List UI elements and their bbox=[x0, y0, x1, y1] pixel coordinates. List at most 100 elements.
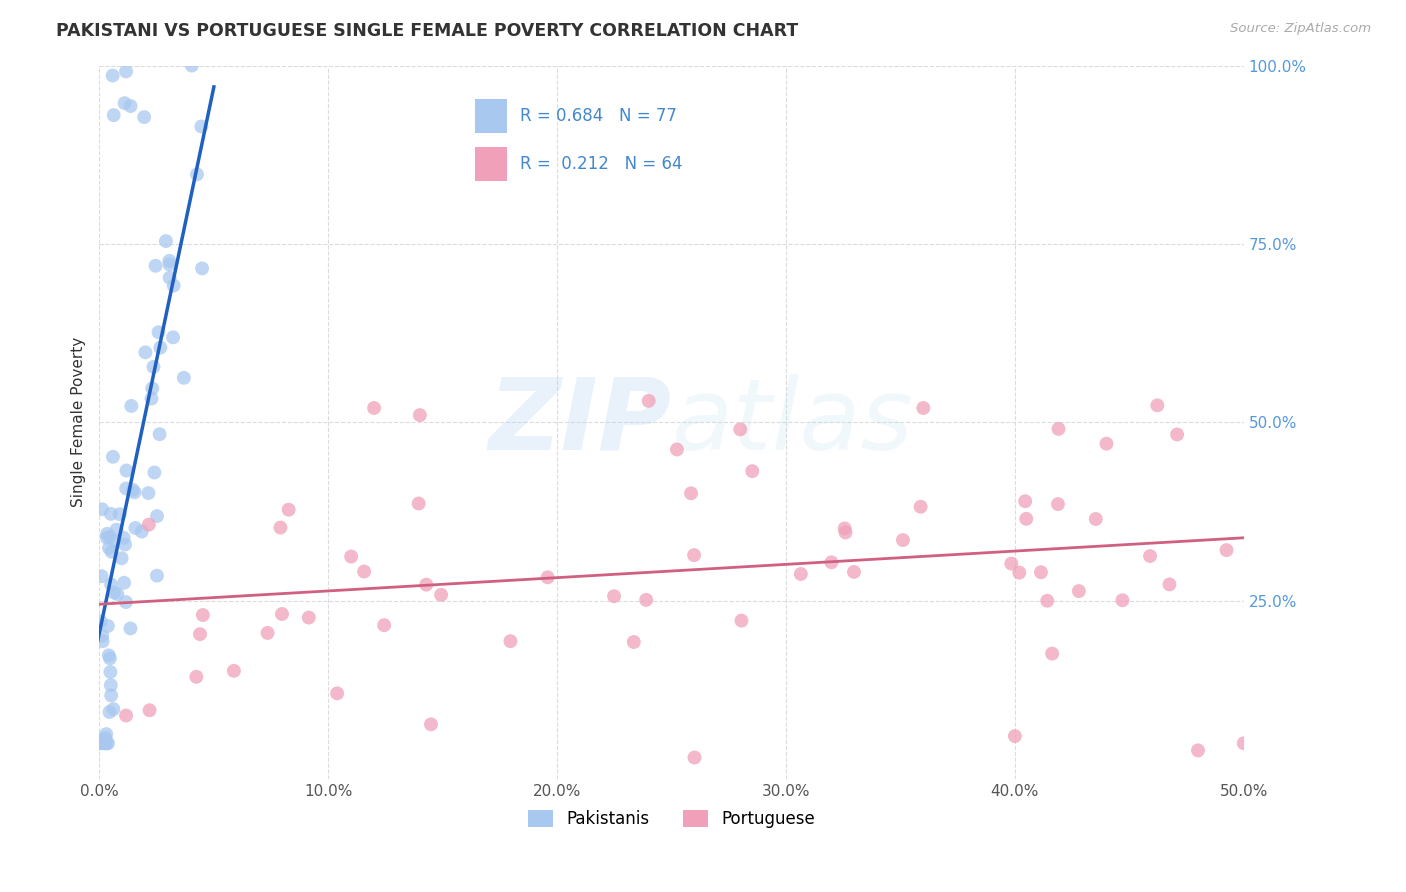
Point bbox=[834, 525, 856, 540]
Point bbox=[103, 533, 125, 548]
Point bbox=[100, 689, 122, 703]
Point bbox=[408, 496, 430, 510]
Point bbox=[143, 466, 166, 480]
Point bbox=[1159, 577, 1181, 591]
Point bbox=[114, 537, 136, 551]
Point bbox=[499, 634, 522, 648]
Point bbox=[681, 486, 703, 500]
Point bbox=[1084, 512, 1107, 526]
Point bbox=[1029, 566, 1052, 580]
Point bbox=[97, 648, 120, 663]
Point bbox=[537, 570, 560, 584]
Point bbox=[340, 549, 363, 564]
Point bbox=[134, 110, 156, 124]
Point bbox=[103, 702, 125, 716]
Point bbox=[409, 408, 432, 422]
Point bbox=[1014, 494, 1036, 508]
Point bbox=[665, 442, 688, 457]
Point bbox=[149, 427, 172, 442]
Point bbox=[148, 325, 170, 339]
Point bbox=[1111, 593, 1133, 607]
Point bbox=[141, 381, 163, 395]
Point bbox=[891, 533, 914, 547]
Text: ZIP: ZIP bbox=[489, 374, 672, 471]
Point bbox=[363, 401, 385, 415]
Point bbox=[269, 520, 291, 534]
Point bbox=[112, 575, 135, 590]
Point bbox=[98, 651, 121, 665]
Point bbox=[683, 750, 706, 764]
Point bbox=[188, 627, 211, 641]
Point bbox=[100, 507, 122, 521]
Point bbox=[141, 392, 163, 406]
Point bbox=[146, 509, 169, 524]
Point bbox=[146, 568, 169, 582]
Point bbox=[820, 555, 842, 569]
Point bbox=[91, 634, 114, 648]
Text: Source: ZipAtlas.com: Source: ZipAtlas.com bbox=[1230, 22, 1371, 36]
Point bbox=[163, 278, 186, 293]
Point bbox=[191, 261, 214, 276]
Point bbox=[298, 610, 321, 624]
Point bbox=[373, 618, 395, 632]
Point bbox=[191, 607, 214, 622]
Point bbox=[96, 727, 118, 741]
Point bbox=[912, 401, 935, 415]
Point bbox=[91, 732, 114, 747]
Point bbox=[105, 523, 128, 537]
Point bbox=[741, 464, 763, 478]
Point bbox=[105, 587, 128, 601]
Point bbox=[90, 569, 112, 583]
Point bbox=[271, 607, 294, 621]
Point bbox=[157, 253, 180, 268]
Point bbox=[131, 524, 153, 539]
Point bbox=[115, 595, 138, 609]
Text: atlas: atlas bbox=[672, 374, 914, 471]
Point bbox=[94, 736, 117, 750]
Point bbox=[138, 517, 160, 532]
Point bbox=[103, 108, 125, 122]
Point bbox=[96, 531, 118, 545]
Point bbox=[100, 545, 122, 559]
Point bbox=[834, 521, 856, 535]
Point bbox=[1215, 543, 1237, 558]
Point bbox=[790, 566, 813, 581]
Point bbox=[730, 422, 752, 436]
Point bbox=[115, 482, 138, 496]
Point bbox=[1166, 427, 1188, 442]
Point bbox=[1047, 422, 1070, 436]
Point bbox=[277, 502, 299, 516]
Point bbox=[100, 665, 122, 679]
Point bbox=[636, 593, 658, 607]
Point bbox=[94, 731, 117, 745]
Point bbox=[94, 736, 117, 750]
Point bbox=[326, 686, 349, 700]
Point bbox=[353, 565, 375, 579]
Point bbox=[142, 359, 165, 374]
Point bbox=[98, 705, 121, 719]
Point bbox=[115, 64, 138, 78]
Point bbox=[96, 526, 118, 541]
Point bbox=[1015, 512, 1038, 526]
Point bbox=[637, 393, 659, 408]
Point bbox=[157, 257, 180, 271]
Point bbox=[256, 626, 278, 640]
Point bbox=[120, 622, 142, 636]
Y-axis label: Single Female Poverty: Single Female Poverty bbox=[72, 337, 86, 508]
Point bbox=[186, 167, 208, 181]
Point bbox=[1040, 647, 1063, 661]
Point bbox=[1067, 584, 1090, 599]
Point bbox=[603, 589, 626, 603]
Point bbox=[138, 703, 160, 717]
Point bbox=[114, 96, 136, 111]
Point bbox=[91, 629, 114, 643]
Point bbox=[115, 708, 138, 723]
Point bbox=[173, 371, 195, 385]
Point bbox=[100, 678, 122, 692]
Point bbox=[120, 99, 142, 113]
Point bbox=[124, 521, 146, 535]
Point bbox=[910, 500, 932, 514]
Text: PAKISTANI VS PORTUGUESE SINGLE FEMALE POVERTY CORRELATION CHART: PAKISTANI VS PORTUGUESE SINGLE FEMALE PO… bbox=[56, 22, 799, 40]
Point bbox=[159, 270, 181, 285]
Point bbox=[91, 502, 114, 516]
